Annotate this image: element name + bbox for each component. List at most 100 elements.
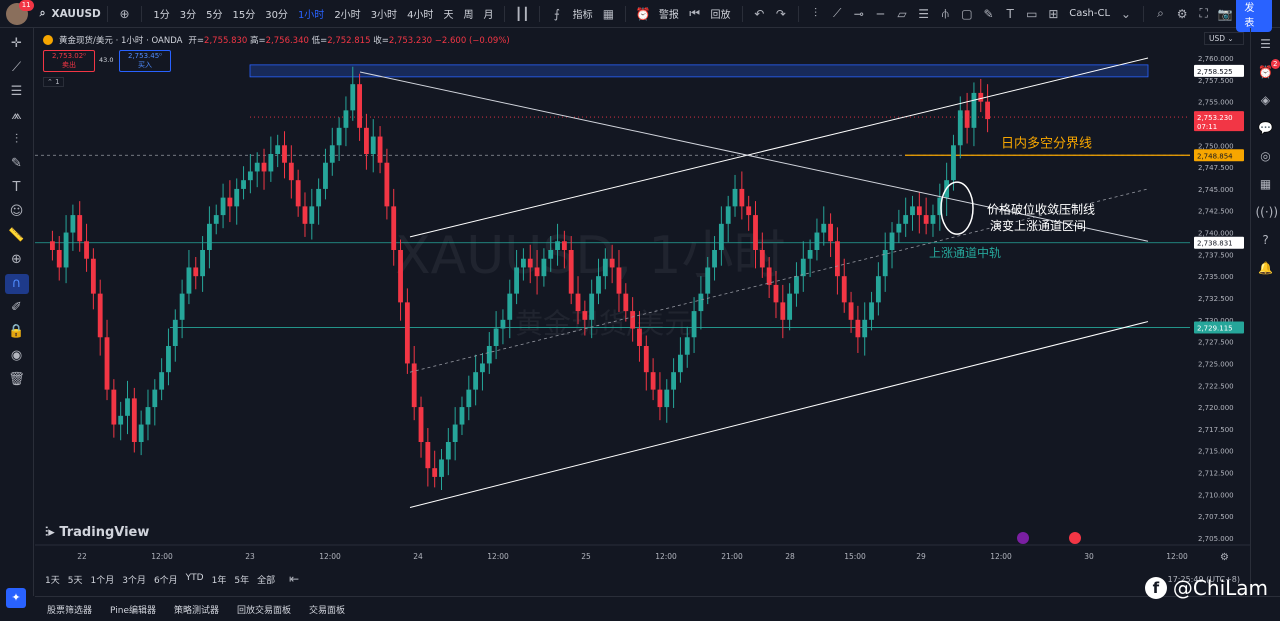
- chevron-down-icon[interactable]: ⌄: [1120, 6, 1131, 21]
- range-button-1[interactable]: 5天: [67, 575, 83, 586]
- range-button-8[interactable]: 全部: [257, 575, 276, 586]
- snapshot-icon[interactable]: 📷: [1217, 6, 1233, 21]
- interval-11[interactable]: 月: [483, 10, 494, 21]
- user-avatar[interactable]: 11: [6, 0, 34, 25]
- measure-icon[interactable]: 📏: [8, 228, 25, 243]
- candle-body: [903, 215, 909, 224]
- keep-drawing-icon[interactable]: ✐: [11, 300, 22, 315]
- magnet-icon[interactable]: ∩: [4, 274, 29, 294]
- range-button-6[interactable]: 1年: [211, 575, 227, 586]
- bottom-tab-4[interactable]: 交易面板: [309, 605, 346, 616]
- interval-5[interactable]: 1小时: [297, 10, 325, 21]
- alerts-icon[interactable]: ⏰ 2: [1258, 59, 1280, 79]
- indicators-button[interactable]: 指标: [572, 10, 593, 21]
- compare-add-icon[interactable]: ⊕: [119, 6, 130, 21]
- price-label-last: 2,753.230: [1197, 114, 1233, 122]
- candle-body: [930, 215, 936, 224]
- symbol-search[interactable]: ⌕ XAUUSD: [40, 7, 101, 20]
- signal-icon[interactable]: ((·)): [1255, 205, 1279, 219]
- chart-type-candles-icon[interactable]: ┃┃: [515, 6, 530, 21]
- lock-icon[interactable]: 🔒: [8, 324, 25, 339]
- eye-icon[interactable]: ◉: [10, 348, 23, 363]
- interval-6[interactable]: 2小时: [334, 10, 361, 21]
- parallel-channel-icon[interactable]: ▱: [897, 6, 907, 21]
- pattern-tool-icon[interactable]: ⩕: [11, 108, 22, 123]
- candle-body: [691, 311, 697, 338]
- bottom-tab-1[interactable]: Pine编辑器: [110, 605, 156, 616]
- interval-3[interactable]: 15分: [232, 10, 256, 21]
- candle-body: [77, 215, 83, 242]
- trash-icon[interactable]: 🗑: [8, 372, 25, 387]
- ideas-icon[interactable]: ◎: [1260, 149, 1271, 163]
- social-watermark: f @ChiLam: [1144, 576, 1268, 600]
- text-tool-icon[interactable]: T: [1006, 6, 1014, 21]
- interval-9[interactable]: 天: [443, 10, 454, 21]
- range-button-4[interactable]: 6个月: [153, 575, 178, 586]
- interval-1[interactable]: 3分: [179, 10, 197, 21]
- bottom-tab-3[interactable]: 回放交易面板: [237, 605, 292, 616]
- interval-0[interactable]: 1分: [153, 10, 170, 21]
- currency-selector[interactable]: USD ⌄: [1204, 32, 1244, 45]
- replay-icon[interactable]: ⏮: [689, 6, 701, 20]
- rectangle-icon[interactable]: ▢: [961, 6, 973, 21]
- objects-tree-icon[interactable]: ◈: [1260, 93, 1271, 107]
- brush-tool-icon[interactable]: ✎: [11, 156, 22, 171]
- candle-body: [50, 241, 55, 250]
- range-button-5[interactable]: YTD: [185, 572, 204, 583]
- callout-icon[interactable]: ▭: [1026, 6, 1038, 21]
- bottom-tab-2[interactable]: 策略测试器: [174, 605, 220, 616]
- undo-icon[interactable]: ↶: [754, 6, 765, 21]
- trend-line-tool-icon[interactable]: ⟋: [11, 60, 22, 75]
- goto-date-icon[interactable]: ⇤: [289, 572, 300, 586]
- zoom-icon[interactable]: ⊕: [11, 252, 22, 267]
- buy-button[interactable]: 2,753.45⁰ 买入: [119, 50, 171, 72]
- indicators-icon[interactable]: ⨍: [553, 6, 560, 21]
- brush-icon[interactable]: ✎: [983, 6, 994, 21]
- trend-line-icon[interactable]: ⟋: [832, 6, 842, 20]
- utc-clock[interactable]: 17:25:49 (UTC+8): [1167, 574, 1240, 584]
- quick-search-icon[interactable]: ⌕: [1157, 6, 1164, 20]
- crosshair-icon[interactable]: ✛: [11, 36, 22, 51]
- range-button-3[interactable]: 3个月: [122, 575, 146, 586]
- horizontal-line-icon[interactable]: ─: [876, 6, 885, 21]
- vertical-line-icon[interactable]: ⫶: [814, 6, 818, 20]
- templates-icon[interactable]: ▦: [602, 6, 615, 21]
- sell-button[interactable]: 2,753.02⁰ 卖出: [43, 50, 95, 72]
- horizontal-ray-icon[interactable]: ⊸: [853, 6, 864, 21]
- range-button-7[interactable]: 5年: [234, 575, 250, 586]
- interval-8[interactable]: 4小时: [407, 10, 434, 21]
- redo-icon[interactable]: ↷: [775, 6, 786, 21]
- emoji-icon[interactable]: ☺: [9, 204, 24, 219]
- text-tool-icon[interactable]: T: [12, 180, 21, 195]
- interval-7[interactable]: 3小时: [370, 10, 398, 21]
- interval-10[interactable]: 周: [463, 10, 474, 21]
- calendar-icon[interactable]: ▦: [1259, 177, 1272, 191]
- interval-list: 1分 3分 5分 15分 30分 1小时 2小时 3小时 4小时天周月: [148, 6, 498, 21]
- fib-retracement-icon[interactable]: ☰: [918, 6, 930, 21]
- fullscreen-icon[interactable]: ⛶: [1199, 6, 1208, 20]
- candle-body: [439, 459, 444, 477]
- range-button-0[interactable]: 1天: [45, 575, 60, 586]
- notifications-icon[interactable]: 🔔: [1258, 261, 1273, 275]
- publish-button[interactable]: 发表: [1236, 0, 1272, 32]
- watchlist-icon[interactable]: ☰: [1260, 37, 1271, 51]
- range-button-2[interactable]: 1个月: [90, 575, 115, 586]
- help-icon[interactable]: ?: [1262, 233, 1269, 247]
- collapse-legend-button[interactable]: ⌃ 1: [43, 77, 64, 87]
- interval-2[interactable]: 5分: [206, 10, 223, 21]
- replay-button[interactable]: 回放: [710, 10, 731, 21]
- ruler-icon[interactable]: ⊞: [1048, 6, 1059, 21]
- settings-icon[interactable]: ⚙: [1176, 6, 1188, 21]
- pitchfork-icon[interactable]: ⫛: [941, 6, 949, 20]
- layout-selector[interactable]: Cash-CL: [1069, 8, 1111, 19]
- fib-tool-icon[interactable]: ☰: [10, 84, 23, 99]
- alert-icon[interactable]: ⏰: [635, 6, 651, 21]
- chat-icon[interactable]: 💬: [1258, 121, 1273, 135]
- alert-button[interactable]: 警报: [658, 10, 679, 21]
- forecast-tool-icon[interactable]: ⫶: [14, 132, 19, 147]
- chart-area[interactable]: XAUUSD, 1小时 黄金现货/美元 日内多空分界线 价格破位收敛压制线 演变上涨通道…: [35, 28, 1250, 568]
- interval-4[interactable]: 30分: [265, 10, 288, 21]
- toggle-panel-icon[interactable]: ✦: [6, 588, 26, 608]
- bottom-tab-0[interactable]: 股票筛选器: [47, 605, 93, 616]
